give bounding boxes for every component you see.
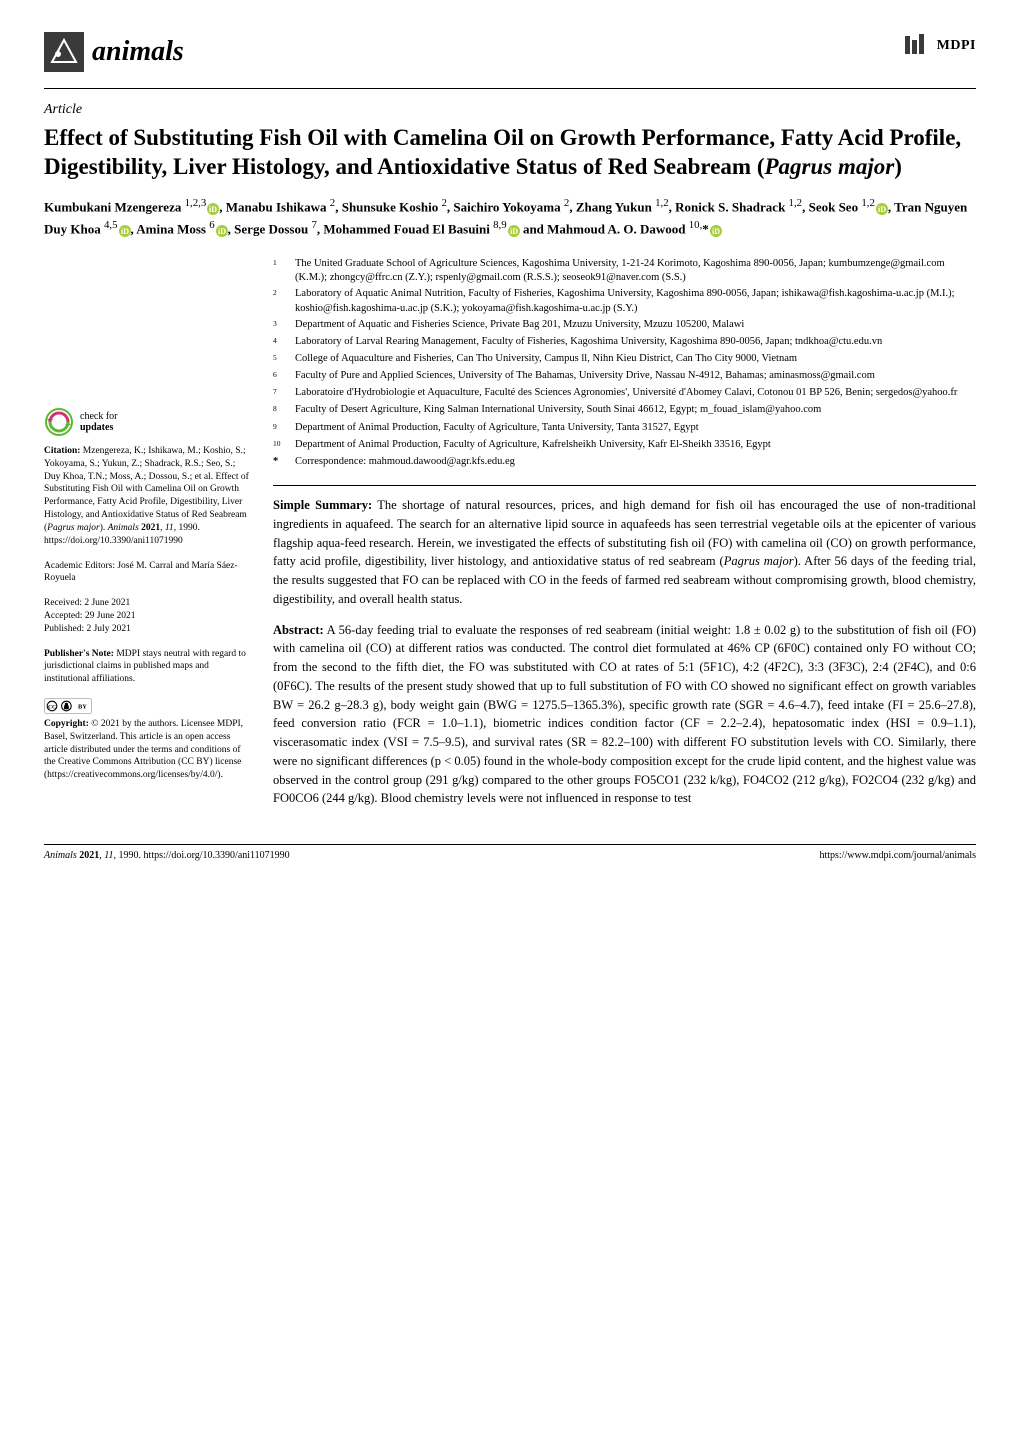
simple-summary: Simple Summary: The shortage of natural … <box>273 485 976 609</box>
copyright-block: Copyright: © 2021 by the authors. Licens… <box>44 718 249 782</box>
svg-text:BY: BY <box>78 703 87 710</box>
affiliation-row: 5College of Aquaculture and Fisheries, C… <box>273 352 976 367</box>
rule <box>44 88 976 89</box>
footer-right: https://www.mdpi.com/journal/animals <box>819 849 976 863</box>
affiliations: 1The United Graduate School of Agricultu… <box>273 257 976 469</box>
affiliation-row: 6Faculty of Pure and Applied Sciences, U… <box>273 369 976 384</box>
affiliation-row: 10Department of Animal Production, Facul… <box>273 438 976 453</box>
dates-block: Received: 2 June 2021 Accepted: 29 June … <box>44 597 249 635</box>
editors-label: Academic Editors: <box>44 561 115 571</box>
copyright-label: Copyright: <box>44 719 89 729</box>
publisher-name: MDPI <box>937 37 976 56</box>
citation-block: Citation: Mzengereza, K.; Ishikawa, M.; … <box>44 445 249 548</box>
svg-text:iD: iD <box>878 205 886 214</box>
citation-text: Mzengereza, K.; Ishikawa, M.; Koshio, S.… <box>44 446 249 546</box>
affiliation-row: 3Department of Aquatic and Fisheries Sci… <box>273 318 976 333</box>
journal-logo: animals <box>44 32 184 72</box>
header: animals MDPI <box>44 32 976 72</box>
check-updates-label: check forupdates <box>80 411 117 433</box>
correspondence-row: *Correspondence: mahmoud.dawood@agr.kfs.… <box>273 455 976 469</box>
article-title: Effect of Substituting Fish Oil with Cam… <box>44 124 976 182</box>
citation-label: Citation: <box>44 446 80 456</box>
footer-left: Animals 2021, 11, 1990. https://doi.org/… <box>44 849 290 863</box>
abstract-label: Abstract: <box>273 623 324 637</box>
affiliation-row: 7Laboratoire d'Hydrobiologie et Aquacult… <box>273 386 976 401</box>
affiliation-row: 4Laboratory of Larval Rearing Management… <box>273 335 976 350</box>
published-date: Published: 2 July 2021 <box>44 623 249 636</box>
footer: Animals 2021, 11, 1990. https://doi.org/… <box>44 844 976 863</box>
mdpi-icon <box>903 32 931 60</box>
animals-icon <box>44 32 84 72</box>
accepted-date: Accepted: 29 June 2021 <box>44 610 249 623</box>
check-updates-icon <box>44 407 74 437</box>
abstract: Abstract: A 56-day feeding trial to eval… <box>273 621 976 809</box>
abstract-text: A 56-day feeding trial to evaluate the r… <box>273 623 976 806</box>
svg-text:CC: CC <box>48 704 56 710</box>
affiliation-row: 1The United Graduate School of Agricultu… <box>273 257 976 285</box>
svg-text:iD: iD <box>209 205 217 214</box>
author-list: Kumbukani Mzengereza 1,2,3iD, Manabu Ish… <box>44 195 976 239</box>
svg-text:iD: iD <box>712 227 720 236</box>
simple-summary-label: Simple Summary: <box>273 498 372 512</box>
cc-icon: CC BY <box>44 698 92 714</box>
received-date: Received: 2 June 2021 <box>44 597 249 610</box>
affiliation-row: 9Department of Animal Production, Facult… <box>273 421 976 436</box>
publisher-logo: MDPI <box>903 32 976 60</box>
affiliation-row: 8Faculty of Desert Agriculture, King Sal… <box>273 403 976 418</box>
svg-text:iD: iD <box>218 227 226 236</box>
sidebar: check forupdates Citation: Mzengereza, K… <box>44 257 249 794</box>
affiliation-row: 2Laboratory of Aquatic Animal Nutrition,… <box>273 287 976 315</box>
editors-block: Academic Editors: José M. Carral and Mar… <box>44 560 249 586</box>
article-type: Article <box>44 101 976 120</box>
simple-summary-text: The shortage of natural resources, price… <box>273 498 976 606</box>
svg-text:iD: iD <box>121 227 129 236</box>
journal-name: animals <box>92 33 184 71</box>
cc-license: CC BY <box>44 698 249 714</box>
svg-text:iD: iD <box>510 227 518 236</box>
check-updates[interactable]: check forupdates <box>44 407 249 437</box>
publishers-note: Publisher's Note: MDPI stays neutral wit… <box>44 648 249 686</box>
pubnote-label: Publisher's Note: <box>44 649 114 659</box>
